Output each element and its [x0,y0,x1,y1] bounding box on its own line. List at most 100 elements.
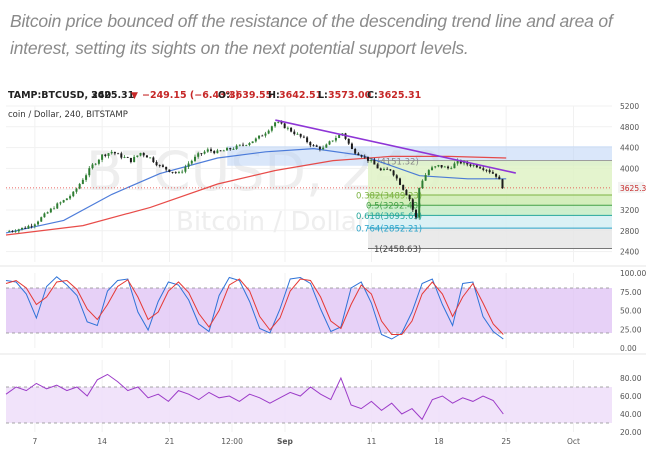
candle-down [395,175,398,179]
candle-down [142,152,145,156]
candle-up [226,148,229,151]
sma-blue-line [5,147,507,234]
candle-down [242,144,245,146]
candle-up [187,163,190,167]
candle-down [145,155,148,158]
candle-up [184,166,187,172]
ohlc-low-key: L: [318,90,328,101]
candle-down [219,150,222,152]
stochastic-pane[interactable] [5,273,612,348]
candle-up [88,168,91,176]
rsi-axis-tick: 20.00 [620,428,642,437]
candle-up [94,163,97,165]
ohlc-close-key: C: [367,90,378,101]
candle-up [53,208,56,210]
candle-down [283,123,286,129]
ohlc-open-value: 3639.55 [229,90,272,101]
candle-down [11,231,14,232]
price-chart[interactable]: BTCUSD, 240 Bitcoin / Dollar (4151.32) 0.38… [0,84,646,449]
candle-up [325,144,328,148]
candle-up [49,208,52,213]
time-axis-tick: Oct [567,437,580,446]
change-value: −249.15 (−6.43%) [142,90,240,101]
candle-up [424,175,427,181]
candle-down [398,178,401,185]
fib-top-label: (4151.32) [377,158,419,168]
price-axis-tick: 4000 [620,164,639,173]
price-axis-tick: 4800 [620,123,639,132]
candle-down [491,172,494,174]
candle-down [354,148,357,154]
candle-down [174,172,177,173]
stochastic-k-line [5,276,504,340]
candle-up [334,137,337,141]
candle-up [472,164,475,166]
ohlc-close-value: 3625.31 [378,90,421,101]
last-price: 3625.31 [91,90,134,101]
candle-up [136,155,139,157]
candle-down [373,160,376,165]
candle-up [245,145,248,146]
candle-down [411,199,414,210]
ohlc-open-key: O: [218,90,230,101]
candle-down [309,142,312,146]
candle-up [370,160,373,161]
candle-up [37,221,40,225]
candle-down [126,157,129,158]
rsi-line [5,373,504,421]
candle-up [107,153,110,157]
fib-level-label: 0.5(3292.48) [366,202,421,212]
candle-down [376,164,379,169]
rsi-pane[interactable] [5,360,612,432]
stochastic-axis-tick: 50.00 [620,307,642,316]
candle-down [402,184,405,190]
candle-down [366,156,369,161]
candle-up [463,161,466,164]
candle-up [235,145,238,149]
candle-down [293,131,296,135]
candle-up [431,167,434,171]
symbol-subline: coin / Dollar, 240, BITSTAMP [8,110,128,120]
candle-down [498,176,501,180]
time-axis-tick: 25 [501,437,511,446]
time-axis-tick: 12:00 [221,437,243,446]
time-axis-tick: 7 [32,437,37,446]
candle-up [203,151,206,154]
candle-up [85,175,88,180]
candle-down [165,166,168,170]
candle-up [43,213,46,218]
candle-up [437,165,440,167]
candle-up [101,154,104,160]
candle-up [139,152,142,156]
stochastic-axis-tick: 75.00 [620,288,642,297]
candle-up [59,202,62,204]
candle-up [322,147,325,150]
candle-down [475,164,478,168]
candle-up [81,179,84,184]
candle-up [91,164,94,169]
candle-down [459,160,462,164]
candle-down [302,136,305,138]
candle-down [30,225,33,227]
candle-up [427,170,430,176]
ohlc-high-key: H: [268,90,280,101]
candle-down [315,145,318,147]
candle-down [261,135,264,137]
candle-down [440,165,443,168]
candle-down [129,157,132,163]
time-axis-tick: 14 [97,437,107,446]
candle-down [389,169,392,171]
candle-down [229,148,232,150]
fib-level-label: 0.382(3489.23) [356,191,422,201]
candle-up [123,157,126,158]
stochastic-axis-tick: 25.00 [620,325,642,334]
candle-up [181,171,184,173]
candle-down [479,167,482,169]
candle-up [222,150,225,152]
candle-up [267,130,270,134]
candle-down [171,171,174,173]
symbol-line: TAMP:BTCUSD, 240 [8,90,112,101]
descending-trendline [275,119,516,174]
